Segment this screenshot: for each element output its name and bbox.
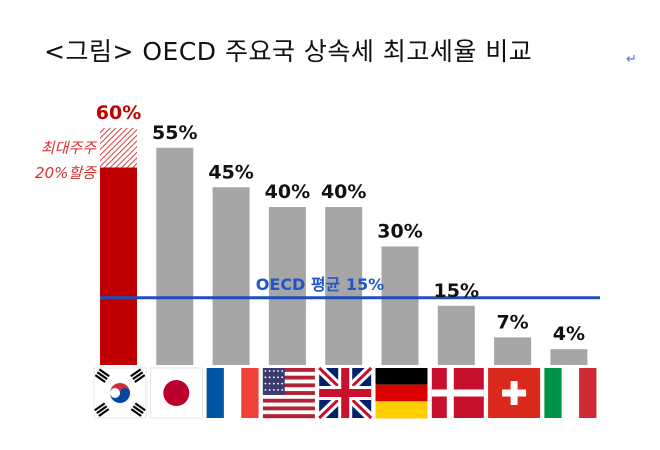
bar-8 bbox=[550, 349, 588, 365]
uk-flag bbox=[316, 364, 375, 422]
denmark-flag bbox=[431, 368, 484, 418]
bar-2 bbox=[212, 187, 250, 365]
value-label: 55% bbox=[152, 122, 197, 144]
bars-group bbox=[100, 128, 588, 365]
bar-6 bbox=[437, 305, 475, 365]
value-label: 7% bbox=[496, 311, 528, 333]
usa-flag bbox=[262, 368, 315, 419]
bar-5 bbox=[381, 246, 419, 365]
value-label: 40% bbox=[265, 181, 310, 203]
average-line-group: OECD 평균 15% bbox=[100, 275, 600, 300]
surcharge-annotation: 20%할증 bbox=[35, 164, 97, 182]
bar-1 bbox=[156, 147, 194, 365]
bar-4 bbox=[325, 207, 363, 365]
return-mark: ↵ bbox=[626, 52, 637, 67]
value-label: 40% bbox=[321, 181, 366, 203]
switzerland-flag bbox=[488, 368, 541, 418]
value-labels-group: 60% 55% 45% 40% 40% 30% 15% 7% 4% 최대주주 20%할증 bbox=[35, 102, 585, 345]
france-flag bbox=[206, 368, 259, 418]
chart-title: <그림> OECD 주요국 상속세 최고세율 비교 bbox=[44, 37, 533, 66]
value-label: 45% bbox=[208, 161, 253, 183]
south-korea-flag bbox=[93, 367, 147, 419]
value-label: 60% bbox=[96, 102, 141, 124]
germany-flag bbox=[375, 368, 428, 419]
title-row: <그림> OECD 주요국 상속세 최고세율 비교 ↵ bbox=[0, 32, 660, 72]
bar-korea-surcharge bbox=[100, 128, 137, 168]
flags-row bbox=[93, 364, 597, 422]
bar-korea bbox=[100, 167, 137, 365]
value-label: 15% bbox=[434, 280, 479, 302]
value-label: 30% bbox=[377, 221, 422, 243]
bar-7 bbox=[494, 337, 532, 365]
surcharge-annotation: 최대주주 bbox=[41, 139, 97, 157]
bar-3 bbox=[268, 207, 306, 365]
italy-flag bbox=[544, 368, 597, 418]
average-line-label: OECD 평균 15% bbox=[256, 275, 384, 294]
value-label: 4% bbox=[553, 323, 585, 345]
japan-flag bbox=[150, 367, 203, 419]
